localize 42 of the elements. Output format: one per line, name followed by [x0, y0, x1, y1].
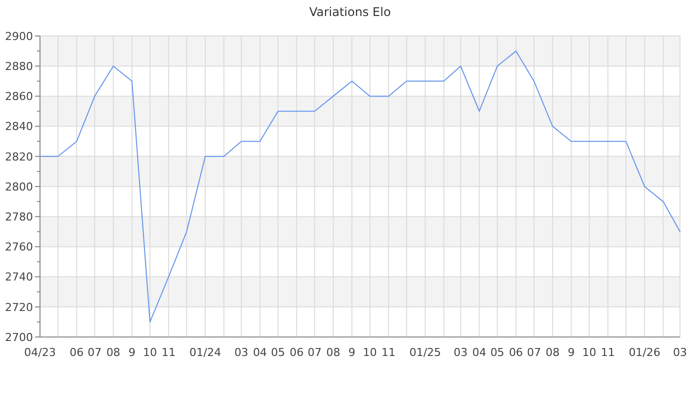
x-tick-label: 07 — [526, 346, 541, 359]
x-tick-label: 04 — [252, 346, 267, 359]
x-tick-label: 04/23 — [24, 346, 56, 359]
y-tick-label: 2780 — [5, 210, 33, 224]
line-series — [40, 50, 680, 322]
x-tick-label: 10 — [582, 346, 596, 359]
x-tick-label: 08 — [546, 346, 560, 359]
x-tick-label: 01/25 — [409, 346, 442, 359]
y-tick-label: 2720 — [5, 300, 33, 314]
x-tick-label: 9 — [128, 346, 136, 359]
x-tick-label: 07 — [88, 346, 102, 359]
y-tick-label: 2900 — [5, 30, 33, 43]
chart-title: Variations Elo — [309, 5, 391, 19]
x-tick-label: 04 — [472, 346, 486, 359]
x-tick-label: 9 — [568, 346, 575, 359]
y-tick-label: 2860 — [5, 90, 33, 104]
x-tick-label: 05 — [490, 346, 504, 359]
x-tick-label: 10 — [362, 346, 377, 359]
x-tick-label: 06 — [290, 346, 304, 359]
x-tick-label: 03 — [234, 346, 248, 359]
x-tick-label: 03 — [454, 346, 468, 359]
x-tick-label: 9 — [348, 346, 356, 359]
x-tick-label: 08 — [326, 346, 340, 359]
y-tick-label: 2840 — [5, 120, 33, 134]
y-tick-label: 2760 — [5, 240, 33, 254]
x-tick-label: 03 — [673, 346, 687, 359]
x-tick-label: 06 — [70, 346, 84, 359]
x-tick-label: 08 — [106, 346, 120, 359]
x-tick-label: 01/24 — [189, 346, 222, 359]
x-tick-label: 06 — [508, 346, 523, 359]
x-tick-label: 05 — [270, 346, 285, 359]
y-tick-label: 2700 — [5, 330, 33, 344]
x-tick-label: 10 — [142, 346, 157, 359]
y-tick-label: 2820 — [5, 150, 33, 164]
x-tick-label: 07 — [308, 346, 322, 359]
y-tick-label: 2880 — [5, 60, 33, 73]
x-tick-label: 11 — [600, 346, 615, 359]
x-tick-label: 01/26 — [628, 346, 660, 359]
y-tick-label: 2800 — [5, 180, 33, 194]
x-tick-label: 11 — [162, 346, 176, 359]
x-tick-label: 11 — [382, 346, 396, 359]
y-tick-label: 2740 — [5, 270, 33, 284]
